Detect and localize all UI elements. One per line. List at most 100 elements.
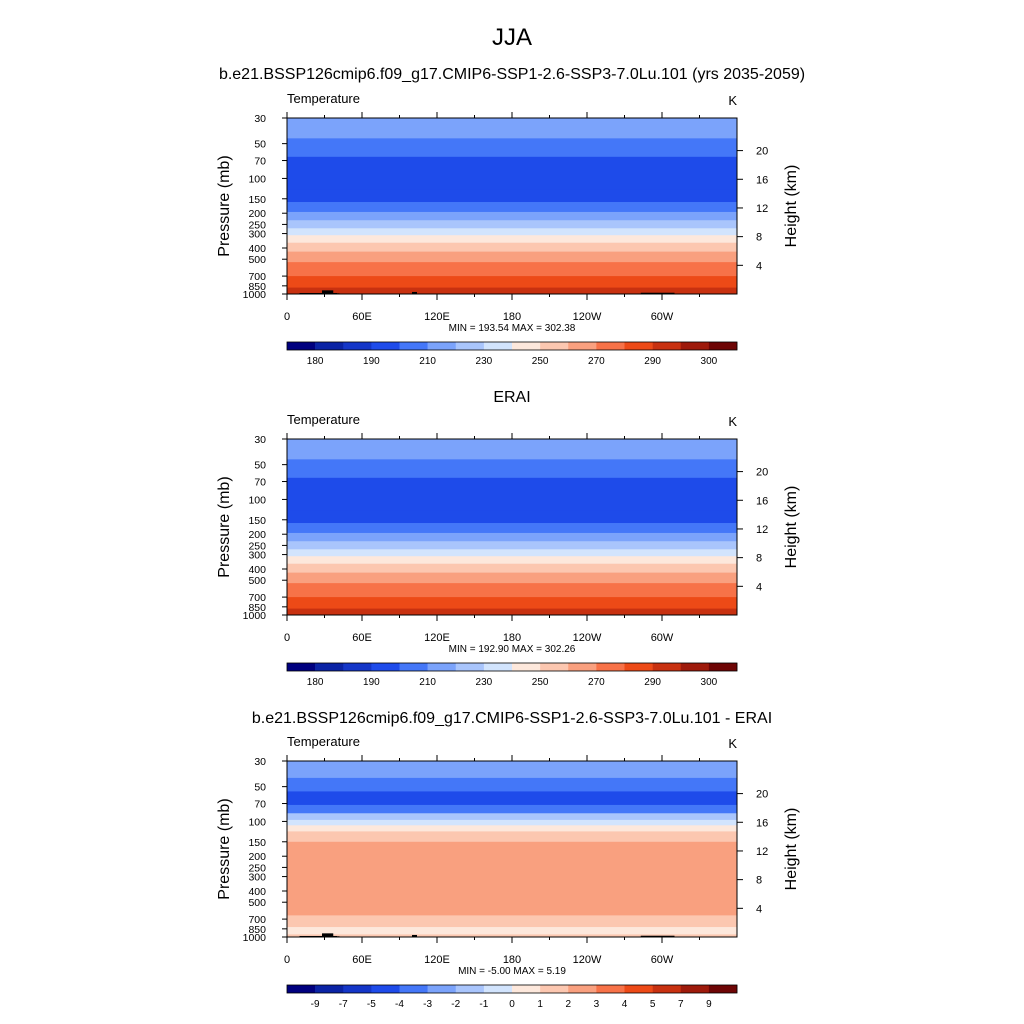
y-tick-label: 50: [254, 139, 266, 151]
terrain-block: [299, 935, 337, 937]
contour-band: [287, 235, 737, 244]
y-axis-title: Pressure (mb): [216, 155, 233, 256]
colorbar-label: 180: [307, 677, 324, 688]
contour-band: [287, 510, 737, 524]
terrain-block: [640, 292, 675, 294]
x-tick-label: 120W: [573, 311, 602, 323]
colorbar-swatch: [540, 985, 569, 993]
y2-tick-label: 8: [756, 553, 762, 565]
y-tick-label: 850: [248, 924, 266, 936]
colorbar-label: -5: [367, 999, 376, 1010]
contour-band: [287, 211, 737, 221]
colorbar-frame: [286, 341, 738, 351]
colorbar-swatch: [596, 663, 625, 671]
contour-band: [287, 118, 737, 139]
y-tick-label: 400: [248, 243, 266, 255]
y-tick-label: 1000: [243, 289, 267, 301]
colorbar-swatch: [568, 985, 597, 993]
contour-band: [287, 156, 737, 191]
x-tick-label: 180: [503, 311, 521, 323]
colorbar-swatch: [427, 985, 457, 993]
contour-band: [287, 777, 737, 792]
colorbar-swatch: [343, 342, 372, 350]
y-tick-label: 700: [248, 271, 266, 283]
y-tick-label: 70: [254, 799, 266, 811]
y-tick-label: 50: [254, 782, 266, 794]
colorbar-swatch: [540, 342, 569, 350]
x-tick-label: 0: [284, 311, 290, 323]
colorbar-swatch: [596, 342, 625, 350]
y2-tick-label: 16: [756, 174, 768, 186]
colorbar-label: -2: [451, 999, 460, 1010]
contour-band: [287, 262, 737, 277]
y-tick-label: 30: [254, 756, 266, 768]
y-tick-label: 200: [248, 208, 266, 220]
colorbar-swatch: [568, 342, 597, 350]
contour-band: [287, 813, 737, 821]
y-tick-label: 70: [254, 156, 266, 168]
contour-band: [287, 459, 737, 479]
y2-axis-title: Height (km): [783, 165, 800, 248]
colorbar-label: 250: [532, 356, 549, 367]
y2-tick-label: 12: [756, 203, 768, 215]
colorbar-swatch: [371, 342, 400, 350]
y-tick-label: 700: [248, 914, 266, 926]
contour-band: [287, 251, 737, 263]
colorbar-swatch: [455, 342, 485, 350]
y-tick-label: 300: [248, 872, 266, 884]
x-tick-label: 120E: [424, 954, 450, 966]
y2-tick-label: 20: [756, 146, 768, 158]
colorbar-label: -1: [479, 999, 488, 1010]
colorbar-swatch: [371, 663, 400, 671]
contour-band: [287, 287, 737, 295]
left-string: Temperature: [287, 91, 360, 106]
x-tick-label: 0: [284, 954, 290, 966]
colorbar-swatch: [315, 663, 344, 671]
y-tick-label: 50: [254, 460, 266, 472]
contour-band: [287, 572, 737, 584]
terrain-block: [322, 290, 334, 294]
y-tick-label: 150: [248, 837, 266, 849]
colorbar-swatch: [399, 663, 428, 671]
y2-tick-label: 12: [756, 846, 768, 858]
contour-band: [287, 556, 737, 565]
colorbar-swatch: [540, 663, 569, 671]
y-tick-label: 500: [248, 575, 266, 587]
contour-band: [287, 819, 737, 826]
y-tick-label: 70: [254, 477, 266, 489]
colorbar-swatch: [652, 985, 682, 993]
colorbar-swatch: [512, 342, 541, 350]
y-tick-label: 250: [248, 862, 266, 874]
y2-tick-label: 12: [756, 524, 768, 536]
colorbar-swatch: [512, 985, 541, 993]
contour-band: [287, 549, 737, 557]
contour-band: [287, 439, 737, 460]
y2-tick-label: 8: [756, 875, 762, 887]
y2-tick-label: 20: [756, 789, 768, 801]
colorbar-swatch: [680, 663, 710, 671]
contour-band: [287, 138, 737, 158]
colorbar-swatch: [624, 985, 653, 993]
terrain-block: [412, 291, 417, 294]
colorbar-label: 290: [644, 356, 661, 367]
colorbar-label: 230: [476, 356, 493, 367]
terrain-block: [299, 292, 337, 294]
panel-obs: 0 60E 120E 180 120W 60W3050701001502002503004…: [216, 412, 800, 688]
y2-tick-label: 16: [756, 817, 768, 829]
colorbar-swatch: [315, 985, 344, 993]
colorbar-label: -3: [423, 999, 432, 1010]
y2-axis-title: Height (km): [783, 486, 800, 569]
min-max-label: MIN = -5.00 MAX = 5.19: [458, 966, 566, 977]
y2-tick-label: 4: [756, 581, 762, 593]
colorbar-swatch: [568, 663, 597, 671]
colorbar-swatch: [708, 985, 738, 993]
colorbar-label: 4: [622, 999, 628, 1010]
top-panel-subtitle: b.e21.BSSP126cmip6.f09_g17.CMIP6-SSP1-2.…: [219, 66, 805, 83]
y2-tick-label: 20: [756, 467, 768, 479]
y-tick-label: 100: [248, 173, 266, 185]
contour-band: [287, 904, 737, 916]
colorbar-swatch: [680, 985, 710, 993]
colorbar-swatch: [652, 342, 682, 350]
colorbar-swatch: [680, 342, 710, 350]
